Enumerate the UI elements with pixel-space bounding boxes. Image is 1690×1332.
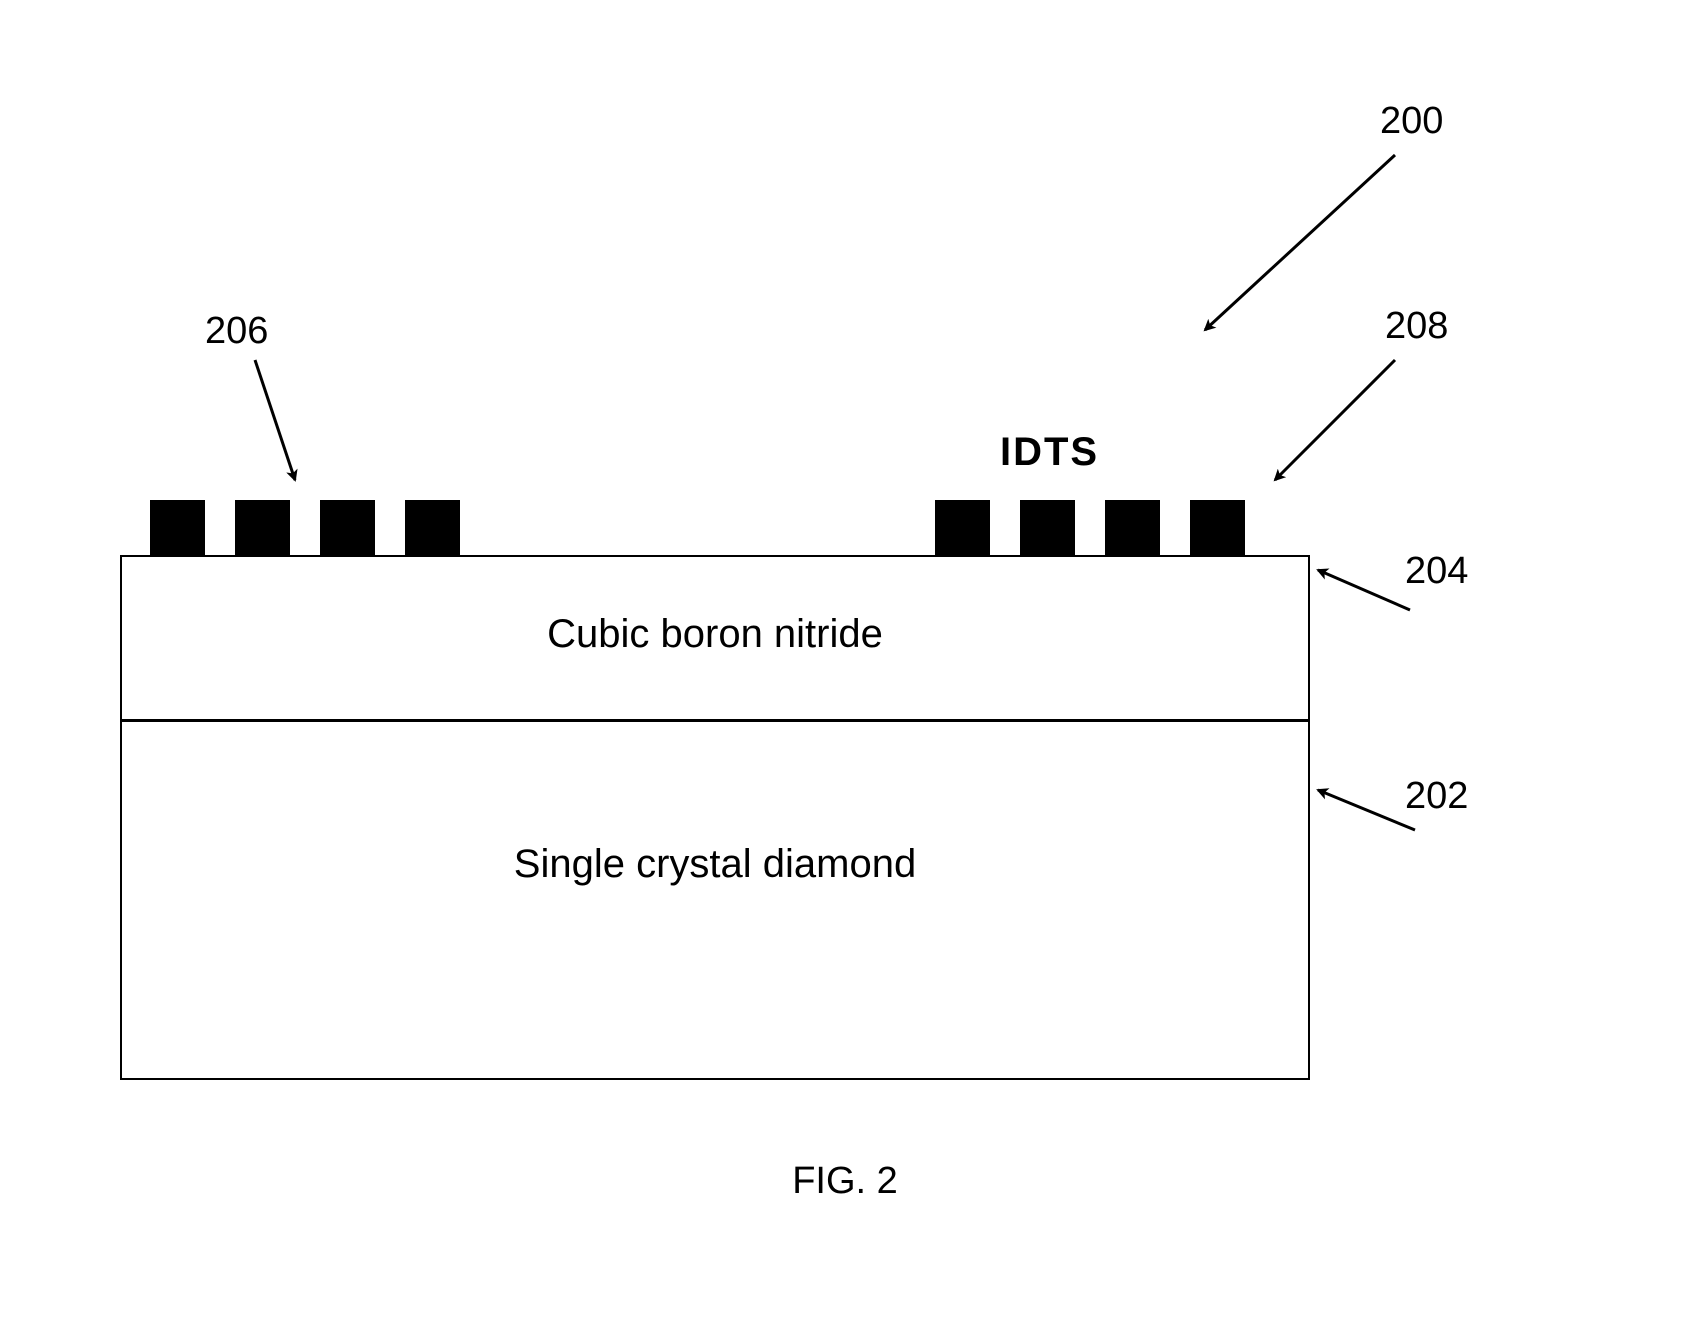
arrow-200	[1205, 155, 1395, 330]
arrow-202	[1318, 790, 1415, 830]
figure-stage: Single crystal diamond Cubic boron nitri…	[0, 0, 1690, 1332]
arrows-svg	[0, 0, 1690, 1332]
arrow-204	[1318, 570, 1410, 610]
figure-caption: FIG. 2	[0, 1160, 1690, 1203]
arrow-206	[255, 360, 295, 480]
arrow-208	[1275, 360, 1395, 480]
